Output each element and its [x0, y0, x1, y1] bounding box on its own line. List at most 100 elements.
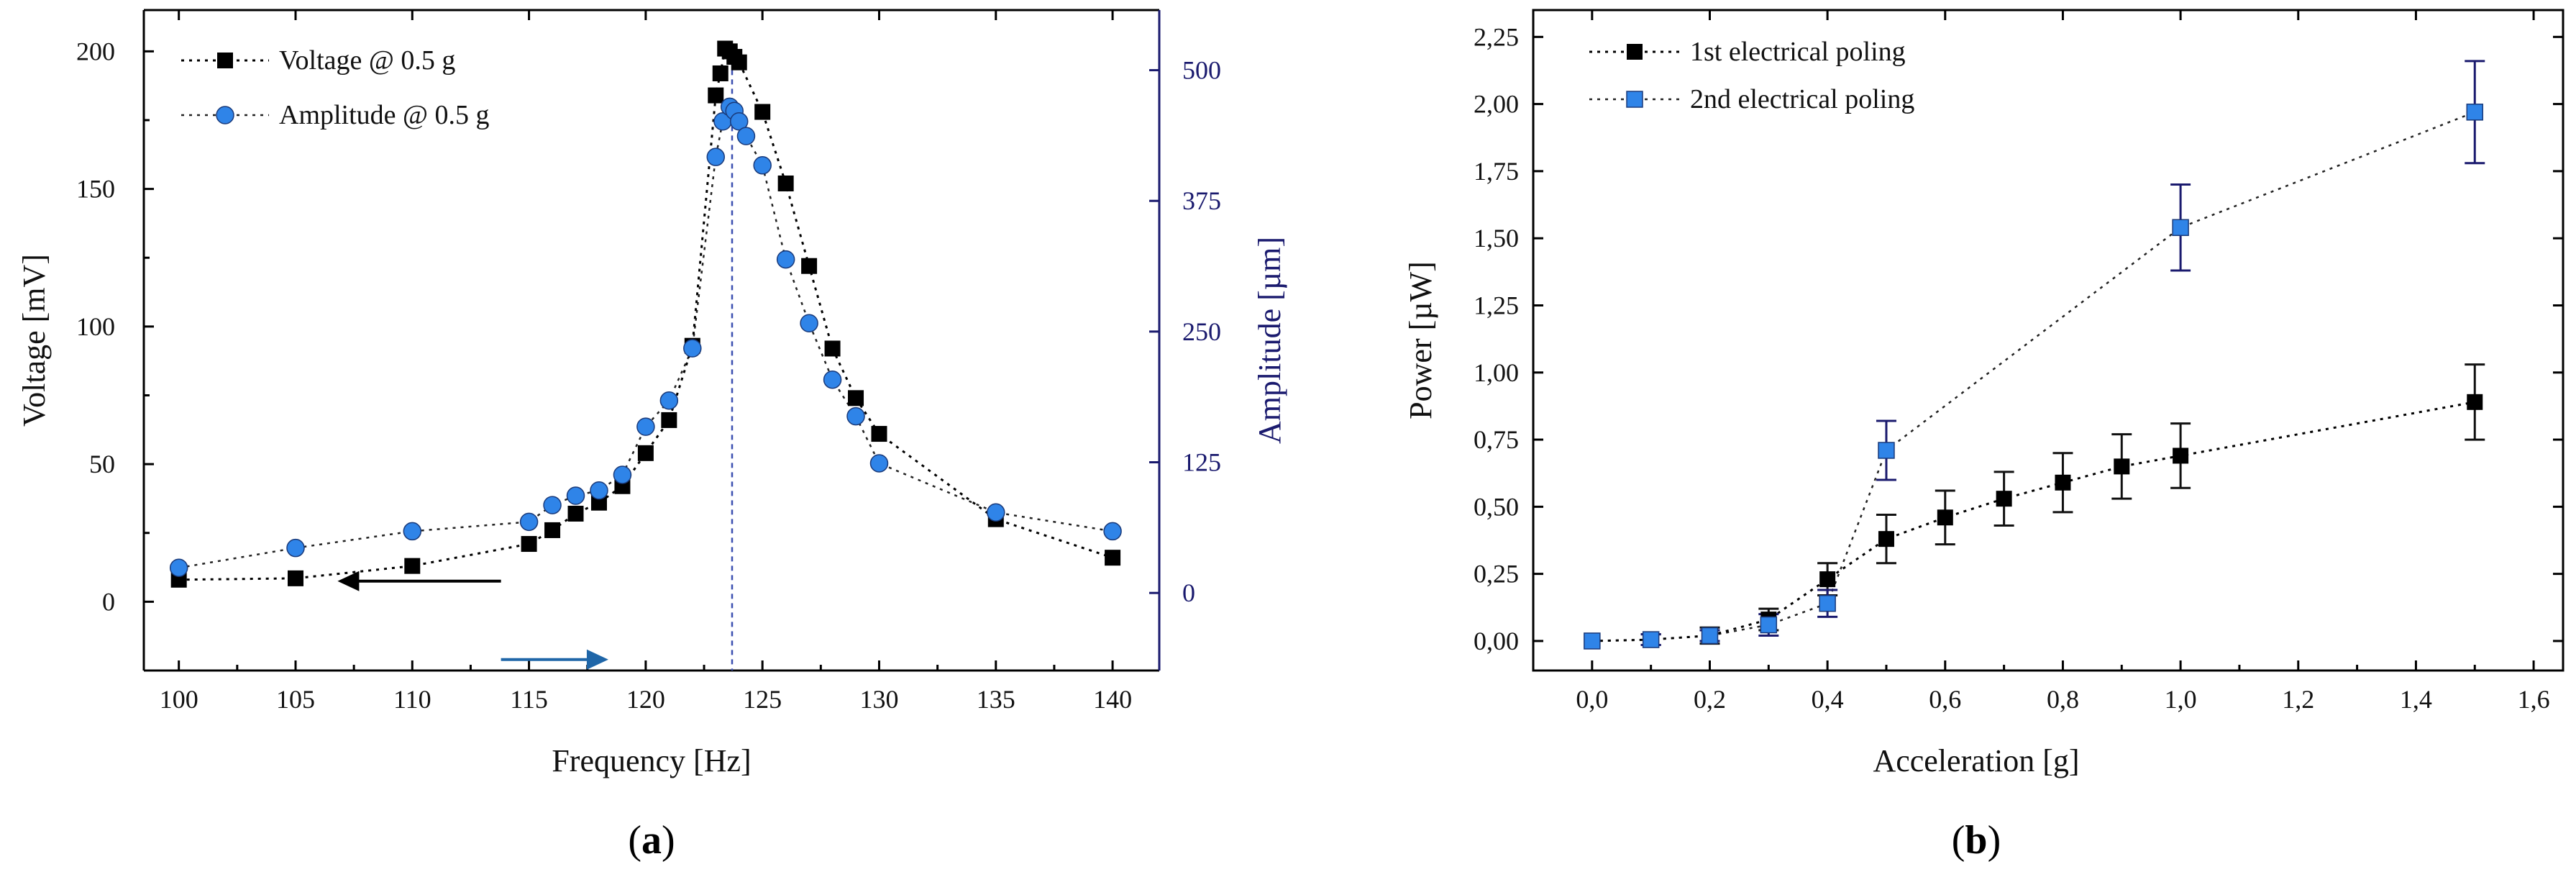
poling1-point-b [1819, 571, 1836, 588]
y-tick-label-a: 50 [89, 450, 115, 478]
y-tick-label-b: 1,00 [1474, 358, 1519, 387]
amplitude-point-a [706, 147, 726, 166]
voltage-point-a [801, 258, 818, 274]
amplitude-point-a [403, 522, 422, 541]
x-tick-label-b: 1,4 [2400, 685, 2432, 714]
panel-label-b: (b) [1952, 818, 2001, 863]
poling1-point-b [2467, 394, 2483, 410]
legend-b: 1st electrical poling 2nd electrical poli… [1589, 37, 1914, 114]
x-tick-label-a: 130 [859, 685, 898, 714]
legend-poling2-label-b: 2nd electrical poling [1690, 84, 1914, 114]
series-group-a [169, 40, 1122, 670]
poling2-point-b [2466, 104, 2484, 121]
poling1-series-line-b [1591, 401, 2475, 642]
x-tick-label-b: 0,4 [1812, 685, 1844, 714]
poling1-point-b [2114, 458, 2130, 475]
poling2-point-b [2172, 219, 2189, 237]
legend-poling1-marker-b [1627, 44, 1643, 60]
amplitude-point-a [613, 465, 632, 484]
voltage-point-a [637, 445, 654, 461]
x-tick-label-b: 1,2 [2282, 685, 2314, 714]
voltage-point-a [871, 426, 887, 442]
x-tick-label-b: 0,2 [1694, 685, 1726, 714]
y2-axis-title-a: Amplitude [µm] [1252, 237, 1287, 444]
y2-tick-label-a: 125 [1182, 448, 1221, 477]
voltage-point-a [824, 340, 841, 357]
y-tick-label-b: 1,50 [1474, 224, 1519, 253]
series-group-b [1584, 60, 2485, 650]
y-tick-label-b: 0,50 [1474, 492, 1519, 521]
voltage-point-a [661, 412, 677, 428]
x-tick-label-b: 0,8 [2047, 685, 2079, 714]
poling2-point-b [1642, 631, 1660, 648]
y-tick-label-a: 150 [76, 175, 115, 204]
amplitude-point-a [846, 406, 865, 426]
y-axis-title-a: Voltage [mV] [17, 254, 52, 427]
y-tick-label-b: 1,75 [1474, 157, 1519, 186]
y2-tick-label-a: 500 [1182, 56, 1221, 85]
voltage-point-a [521, 536, 537, 553]
amplitude-point-a [1103, 522, 1122, 541]
axes-a: 100 105 110 115 120 125 130 135 140 0 50 100 150 200 0… [76, 9, 1221, 714]
amplitude-axis-arrowhead-a [586, 649, 608, 670]
voltage-point-a [708, 87, 724, 104]
amplitude-point-a [636, 417, 655, 436]
legend-poling2-marker-b [1626, 91, 1643, 108]
amplitude-point-a [543, 496, 562, 514]
x-tick-label-a: 115 [510, 685, 548, 714]
x-tick-label-a: 135 [977, 685, 1015, 714]
voltage-point-a [731, 54, 747, 71]
x-tick-label-a: 100 [160, 685, 198, 714]
amplitude-point-a [169, 558, 188, 578]
poling1-point-b [2055, 474, 2071, 491]
chart-panel-a: 100 105 110 115 120 125 130 135 140 0 50 100 150 200 0… [17, 9, 1287, 863]
poling1-point-b [1878, 531, 1894, 547]
amplitude-point-a [987, 503, 1005, 522]
legend-poling1-label-b: 1st electrical poling [1690, 37, 1906, 67]
amplitude-point-a [286, 538, 305, 558]
y-tick-label-b: 0,75 [1474, 425, 1519, 454]
y-tick-label-a: 0 [102, 587, 115, 616]
amplitude-point-a [753, 156, 772, 175]
x-tick-label-b: 0,6 [1929, 685, 1961, 714]
x-tick-label-b: 1,0 [2165, 685, 2197, 714]
legend-voltage-marker-a [217, 53, 233, 68]
x-tick-label-a: 125 [743, 685, 782, 714]
y-tick-label-b: 2,00 [1474, 90, 1519, 119]
amplitude-point-a [800, 314, 818, 332]
voltage-point-a [848, 390, 864, 406]
poling2-point-b [1584, 632, 1601, 650]
poling2-point-b [1819, 594, 1836, 612]
amplitude-point-a [519, 512, 539, 532]
x-tick-label-a: 110 [393, 685, 431, 714]
y2-tick-label-a: 250 [1182, 317, 1221, 346]
legend-a: Voltage @ 0.5 g Amplitude @ 0.5 g [181, 45, 490, 130]
voltage-point-a [712, 65, 729, 81]
amplitude-point-a [683, 339, 702, 358]
poling1-point-b [1937, 509, 1953, 526]
voltage-point-a [1105, 550, 1121, 566]
poling2-point-b [1701, 627, 1719, 645]
voltage-point-a [777, 175, 794, 191]
poling2-point-b [1878, 442, 1895, 459]
voltage-point-a [404, 558, 421, 574]
x-tick-label-a: 120 [626, 685, 665, 714]
amplitude-point-a [659, 391, 679, 410]
x-axis-title-b: Acceleration [g] [1873, 743, 2079, 778]
legend-amplitude-marker-a [216, 106, 234, 124]
x-axis-title-a: Frequency [Hz] [552, 743, 751, 778]
legend-amplitude-label-a: Amplitude @ 0.5 g [279, 100, 490, 130]
amplitude-point-a [729, 112, 749, 131]
amplitude-point-a [823, 370, 842, 389]
poling2-point-b [1760, 616, 1778, 634]
legend-voltage-label-a: Voltage @ 0.5 g [279, 45, 455, 76]
plot-area-a [144, 10, 1159, 671]
y-tick-label-a: 100 [76, 312, 115, 341]
x-tick-label-a: 140 [1093, 685, 1132, 714]
amplitude-point-a [566, 486, 585, 505]
voltage-axis-arrowhead-a [337, 571, 360, 591]
chart-panel-b: 0,0 0,2 0,4 0,6 0,8 1,0 1,2 1,4 1,6 0,00 0,25 0,50 0… [1403, 9, 2564, 863]
y-tick-label-b: 1,25 [1474, 291, 1519, 319]
voltage-point-a [287, 570, 303, 586]
